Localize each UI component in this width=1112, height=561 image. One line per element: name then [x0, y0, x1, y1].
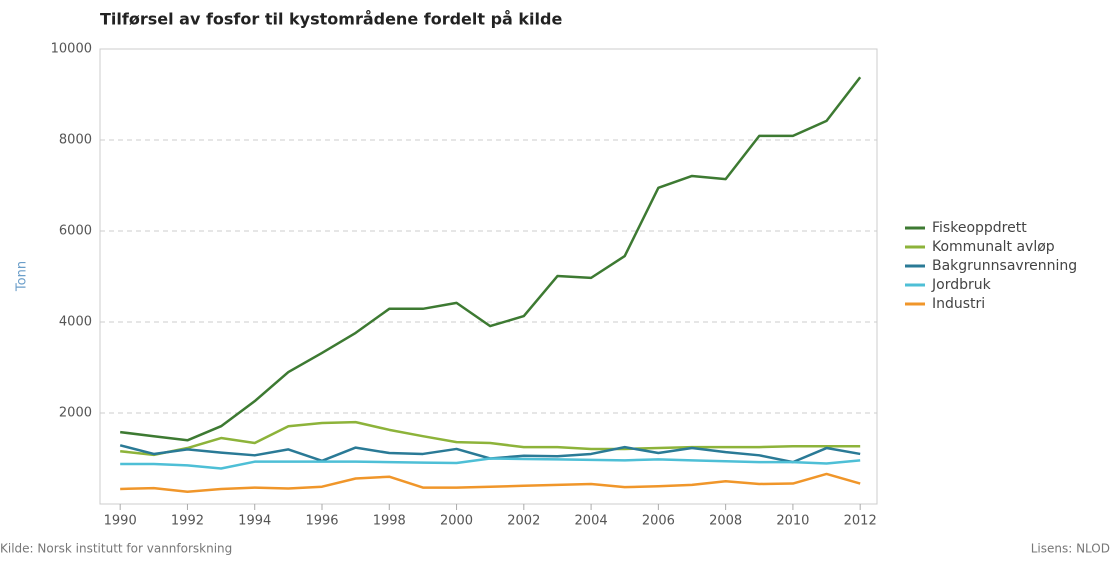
license: Lisens: NLOD	[1031, 542, 1110, 556]
x-tick-label: 2000	[440, 514, 473, 529]
source: Kilde: Norsk institutt for vannforskning	[0, 542, 232, 556]
series-line	[120, 76, 862, 442]
chart-title: Tilførsel av fosfor til kystområdene for…	[100, 10, 562, 29]
x-tick-label: 1990	[104, 514, 137, 529]
y-tick-label: 6000	[59, 224, 92, 239]
legend-label: Kommunalt avløp	[932, 239, 1055, 255]
y-axis-label: Tonn	[15, 261, 30, 292]
series-line	[120, 420, 861, 457]
legend-label: Bakgrunnsavrenning	[932, 258, 1077, 274]
y-tick-label: 8000	[59, 133, 92, 148]
x-tick-label: 1998	[373, 514, 406, 529]
x-tick-label: 1992	[171, 514, 204, 529]
legend-label: Jordbruk	[931, 277, 992, 293]
y-tick-label: 2000	[59, 406, 92, 421]
x-tick-label: 1994	[238, 514, 271, 529]
series-line	[120, 457, 861, 470]
legend-label: Industri	[932, 296, 985, 312]
x-tick-label: 2002	[507, 514, 540, 529]
series-line	[120, 472, 861, 493]
x-tick-label: 1996	[305, 514, 338, 529]
x-tick-label: 2008	[709, 514, 742, 529]
x-tick-label: 2004	[575, 514, 608, 529]
y-tick-label: 4000	[59, 315, 92, 330]
x-tick-label: 2010	[776, 514, 809, 529]
x-tick-label: 2006	[642, 514, 675, 529]
y-tick-label: 10000	[51, 42, 92, 57]
x-tick-label: 2012	[844, 514, 877, 529]
plot-frame	[99, 48, 878, 505]
legend-label: Fiskeoppdrett	[932, 220, 1027, 236]
